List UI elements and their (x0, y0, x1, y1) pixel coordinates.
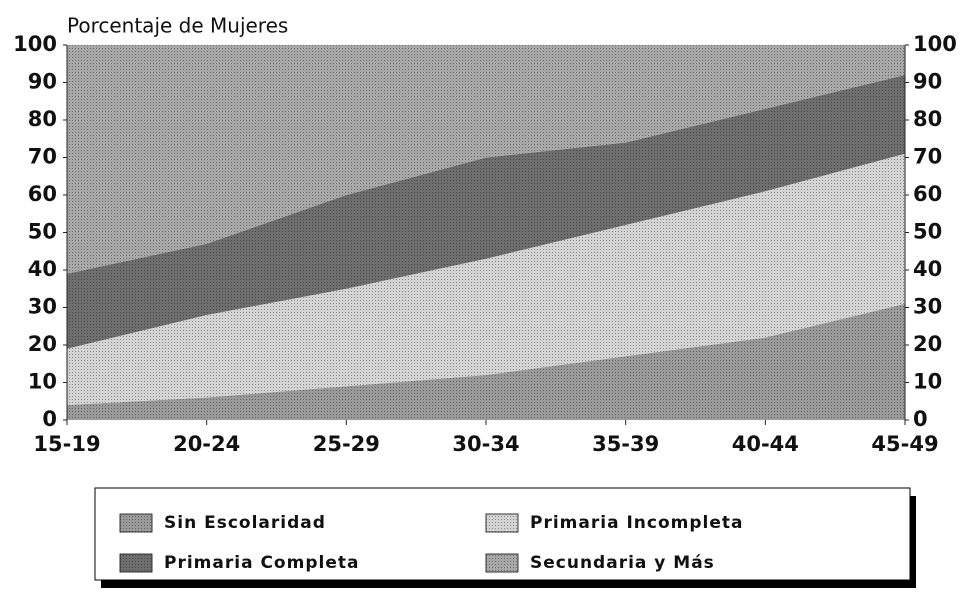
area-texture (67, 45, 905, 274)
area-texture (67, 75, 905, 349)
y-tick-label: 30 (28, 295, 57, 319)
y2-tick-label: 30 (913, 295, 942, 319)
y-tick-label: 50 (28, 220, 57, 244)
y-tick-label: 20 (28, 332, 57, 356)
y2-tick-label: 20 (913, 332, 942, 356)
x-tick-label: 25-29 (313, 432, 380, 456)
y2-tick-label: 100 (913, 32, 957, 56)
x-tick-label: 45-49 (871, 432, 938, 456)
y-tick-label: 100 (13, 32, 57, 56)
y-tick-label: 70 (28, 145, 57, 169)
x-tick-label: 20-24 (173, 432, 240, 456)
y-tick-label: 0 (42, 407, 57, 431)
y2-tick-label: 70 (913, 145, 942, 169)
legend-swatch-texture (486, 554, 518, 572)
y-tick-label: 10 (28, 370, 57, 394)
area-texture (67, 303, 905, 420)
y2-tick-label: 0 (913, 407, 928, 431)
y-tick-label: 40 (28, 257, 57, 281)
x-tick-label: 40-44 (732, 432, 799, 456)
legend-label: Primaria Completa (164, 553, 359, 573)
y2-tick-label: 60 (913, 182, 942, 206)
legend-swatch-texture (486, 514, 518, 532)
legend-label: Primaria Incompleta (530, 513, 743, 533)
y2-tick-label: 50 (913, 220, 942, 244)
y2-tick-label: 10 (913, 370, 942, 394)
y-tick-label: 80 (28, 107, 57, 131)
y2-tick-label: 40 (913, 257, 942, 281)
x-tick-label: 35-39 (592, 432, 659, 456)
x-tick-label: 30-34 (452, 432, 519, 456)
y-tick-label: 90 (28, 70, 57, 94)
chart-title: Porcentaje de Mujeres (67, 14, 288, 38)
y2-tick-label: 80 (913, 107, 942, 131)
legend-label: Sin Escolaridad (164, 513, 326, 533)
legend-label: Secundaria y Más (530, 553, 715, 573)
x-tick-label: 15-19 (33, 432, 100, 456)
legend-swatch-texture (120, 554, 152, 572)
legend-swatch-texture (120, 514, 152, 532)
area-texture (67, 153, 905, 405)
y-tick-label: 60 (28, 182, 57, 206)
y2-tick-label: 90 (913, 70, 942, 94)
